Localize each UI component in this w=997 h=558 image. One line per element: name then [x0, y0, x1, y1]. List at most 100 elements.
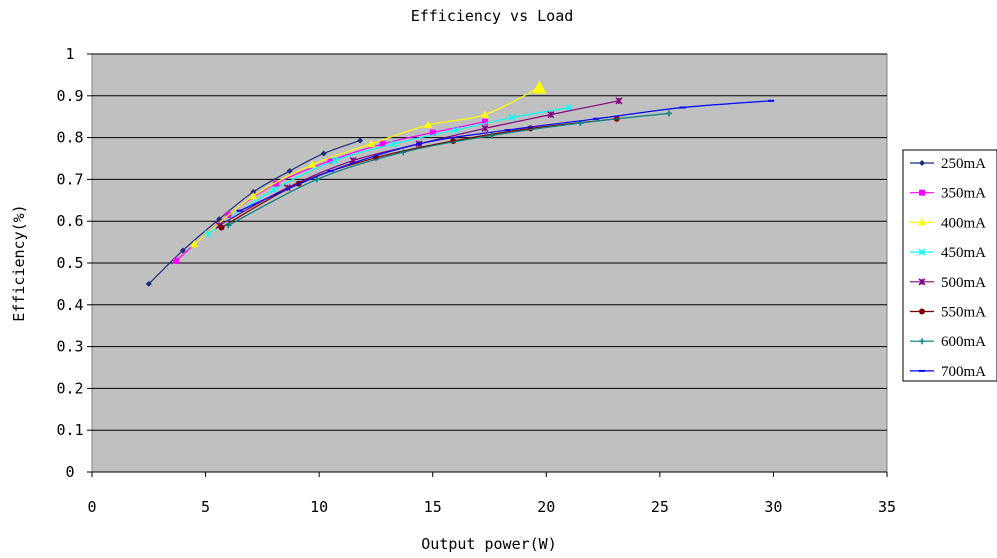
data-point — [320, 150, 327, 157]
legend-label: 550mA — [941, 305, 986, 321]
data-point — [250, 188, 257, 195]
data-point — [357, 137, 364, 144]
data-point — [308, 160, 317, 168]
data-point — [236, 209, 243, 212]
data-point — [615, 97, 623, 105]
data-point — [331, 157, 339, 165]
y-tick-label: 0.2 — [56, 379, 83, 397]
data-point — [225, 222, 232, 229]
data-point — [173, 257, 180, 264]
series-450mA — [204, 103, 573, 238]
legend-item: 450mA — [910, 245, 986, 261]
chart-title: Efficiency vs Load — [411, 7, 574, 25]
y-tick-label: 1 — [65, 45, 74, 63]
x-tick-label: 30 — [764, 498, 782, 516]
data-point — [481, 118, 488, 125]
legend-swatch-marker — [919, 338, 925, 345]
legend-item: 350mA — [910, 186, 986, 202]
x-tick-label: 10 — [310, 498, 328, 516]
data-point — [327, 157, 334, 164]
series-400mA — [190, 80, 547, 248]
data-point — [218, 224, 225, 231]
data-point — [424, 121, 433, 129]
y-tick-label: 0 — [65, 463, 74, 481]
data-point — [429, 129, 436, 136]
legend-swatch-marker — [918, 248, 926, 256]
y-tick-label: 0.8 — [56, 129, 83, 147]
data-point — [451, 126, 459, 134]
legend: 250mA 350mA 400mA 450mA 500mA 550mA 600mA 700mA — [902, 149, 997, 382]
data-point — [249, 192, 258, 200]
legend-label: 400mA — [941, 215, 986, 231]
legend-label: 700mA — [941, 364, 986, 380]
legend-label: 450mA — [941, 245, 986, 261]
data-point — [327, 170, 334, 173]
data-point — [504, 129, 511, 132]
legend-label: 500mA — [941, 275, 986, 291]
legend-item: 400mA — [910, 215, 986, 231]
data-point — [532, 80, 547, 94]
legend-swatch-marker — [918, 278, 926, 286]
series-600mA — [225, 110, 672, 229]
data-point — [481, 124, 489, 132]
x-tick-label: 20 — [537, 498, 555, 516]
y-axis-title: Efficiency(%) — [10, 204, 28, 321]
x-tick-label: 35 — [878, 498, 896, 516]
legend-swatch-marker — [919, 369, 925, 372]
legend-swatch-marker — [919, 189, 925, 196]
y-tick-label: 0.5 — [56, 254, 83, 272]
data-point — [313, 176, 320, 183]
data-point — [488, 132, 495, 139]
legend-box — [902, 149, 997, 382]
legend-label: 350mA — [941, 186, 986, 202]
legend-item: 550mA — [910, 305, 986, 321]
gridlines — [92, 53, 887, 473]
series-line — [228, 112, 670, 226]
data-point — [547, 111, 555, 119]
data-point — [400, 149, 407, 156]
data-point — [593, 117, 600, 120]
data-point — [480, 110, 489, 118]
y-tick-label: 0.1 — [56, 421, 83, 439]
data-point — [204, 230, 212, 238]
data-point — [416, 142, 423, 145]
data-point — [665, 110, 672, 117]
y-tick-label: 0.9 — [56, 87, 83, 105]
legend-item: 250mA — [910, 156, 986, 172]
x-tick-label: 15 — [424, 498, 442, 516]
data-point — [190, 240, 199, 248]
x-tick-label: 5 — [201, 498, 210, 516]
x-tick-label: 0 — [87, 498, 96, 516]
legend-item: 700mA — [910, 364, 986, 380]
legend-swatch-marker — [919, 308, 925, 315]
data-point — [272, 180, 279, 187]
data-point — [768, 99, 775, 102]
y-axis-ticks: 0 0.1 0.2 0.3 0.4 0.5 0.6 0.7 0.8 0.9 1 — [56, 45, 92, 481]
data-point — [286, 168, 293, 175]
legend-label: 600mA — [941, 334, 986, 350]
data-point — [270, 186, 278, 194]
y-tick-label: 0.6 — [56, 212, 83, 230]
x-axis-ticks: 0 5 10 15 20 25 30 35 — [87, 472, 896, 516]
legend-item: 600mA — [910, 334, 986, 350]
data-point — [390, 140, 398, 148]
data-point — [379, 140, 386, 147]
legend-swatch-marker — [918, 218, 926, 226]
data-point — [450, 137, 457, 144]
data-point — [179, 247, 186, 254]
data-point — [679, 106, 686, 109]
series-layer — [145, 80, 775, 287]
y-tick-label: 0.4 — [56, 296, 83, 314]
data-point — [367, 139, 376, 147]
legend-label: 250mA — [941, 156, 986, 172]
data-point — [508, 114, 516, 122]
data-point — [565, 103, 573, 112]
y-tick-label: 0.3 — [56, 338, 83, 356]
x-tick-label: 25 — [651, 498, 669, 516]
y-tick-label: 0.7 — [56, 170, 83, 188]
series-250mA — [145, 137, 364, 287]
legend-item: 500mA — [910, 275, 986, 291]
legend-swatch-marker — [919, 160, 925, 166]
data-point — [145, 280, 152, 287]
legend-items: 250mA 350mA 400mA 450mA 500mA 550mA 600mA 700mA — [910, 156, 986, 380]
